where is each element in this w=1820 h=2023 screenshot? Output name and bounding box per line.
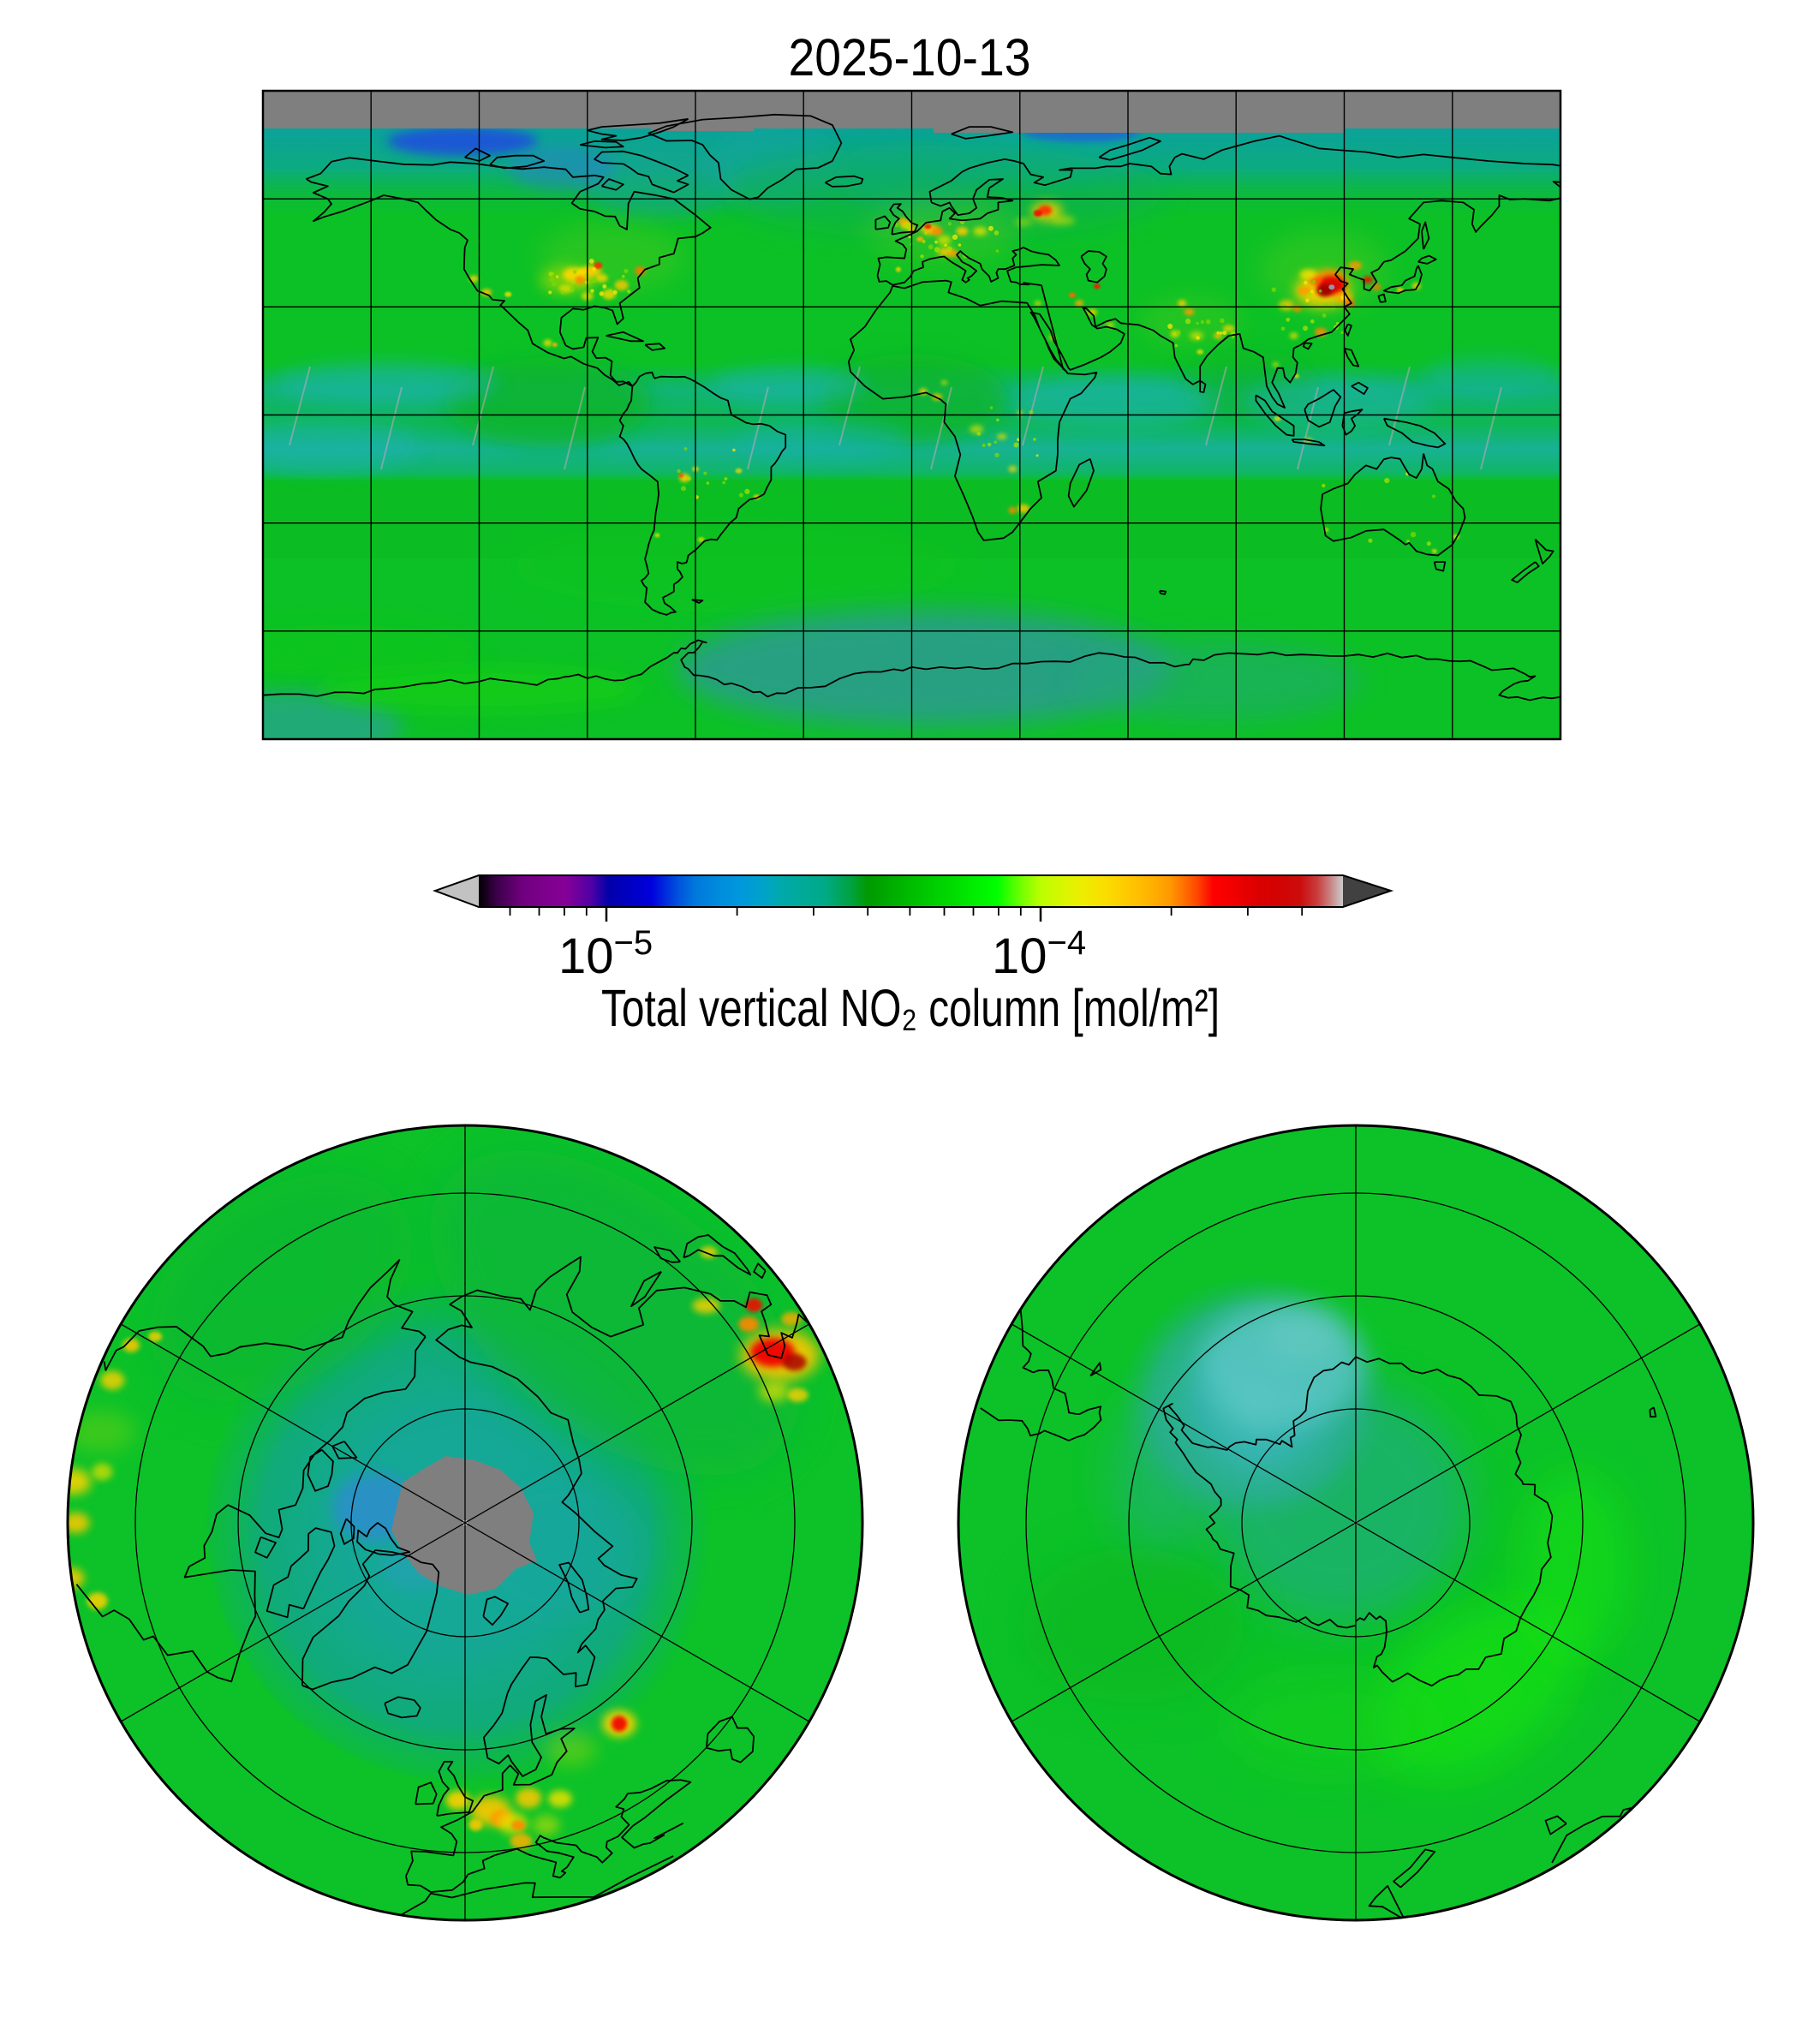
svg-text:10−5: 10−5 [558,924,653,984]
svg-text:Total vertical NO₂ column [mol: Total vertical NO₂ column [mol/m²] [601,979,1220,1037]
svg-text:2025-10-13: 2025-10-13 [789,28,1031,87]
svg-text:10−4: 10−4 [992,924,1086,984]
